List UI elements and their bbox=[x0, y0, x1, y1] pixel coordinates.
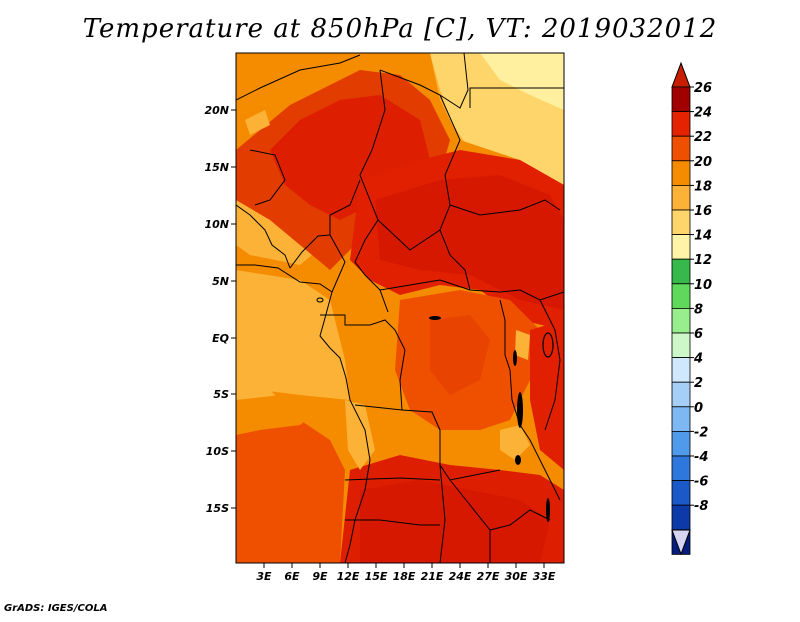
colorbar-label: -2 bbox=[694, 425, 708, 440]
colorbar-cell bbox=[671, 455, 691, 482]
lon-label-33e: 33E bbox=[533, 570, 556, 583]
colorbar-cell bbox=[671, 283, 691, 309]
lon-label-9e: 9E bbox=[312, 570, 328, 583]
temperature-field bbox=[236, 53, 564, 563]
lon-label-3e: 3E bbox=[256, 570, 272, 583]
lat-label-10s: 10S bbox=[206, 445, 229, 458]
lon-label-6e: 6E bbox=[284, 570, 300, 583]
lat-label-15n: 15N bbox=[204, 161, 229, 174]
colorbar-label: -8 bbox=[694, 499, 708, 514]
colorbar-cell bbox=[671, 480, 691, 506]
colorbar-label: 20 bbox=[694, 155, 712, 170]
country-borders bbox=[236, 53, 564, 563]
colorbar-label: -4 bbox=[694, 450, 708, 465]
colorbar-cell bbox=[671, 258, 691, 285]
lon-label-15e: 15E bbox=[365, 570, 388, 583]
colorbar-cell bbox=[671, 111, 691, 137]
colorbar-cell bbox=[671, 381, 691, 408]
colorbar-label: -6 bbox=[694, 475, 708, 490]
colorbar-cell bbox=[671, 357, 691, 383]
colorbar-cell bbox=[671, 504, 691, 531]
lon-label-18e: 18E bbox=[393, 570, 416, 583]
lat-label-20n: 20N bbox=[204, 104, 229, 117]
colorbar-label: 4 bbox=[693, 352, 703, 367]
colorbar-label: 16 bbox=[694, 204, 712, 219]
lat-label-15s: 15S bbox=[206, 502, 229, 515]
colorbar-cell bbox=[671, 135, 691, 162]
lat-label-eq: EQ bbox=[212, 332, 229, 345]
colorbar-label: 12 bbox=[694, 253, 712, 268]
colorbar-cell bbox=[671, 430, 691, 457]
lon-label-30e: 30E bbox=[505, 570, 528, 583]
colorbar-label: 26 bbox=[694, 81, 712, 96]
chart-title: Temperature at 850hPa [C], VT: 201903201… bbox=[82, 14, 718, 44]
lat-label-5n: 5N bbox=[212, 275, 229, 288]
colorbar-label: 18 bbox=[694, 179, 712, 194]
map-frame bbox=[235, 52, 565, 564]
colorbar-top-arrow bbox=[671, 61, 691, 88]
colorbar-label: 2 bbox=[694, 376, 703, 391]
colorbar-cell bbox=[671, 406, 691, 432]
lat-label-10n: 10N bbox=[204, 218, 229, 231]
colorbar-cell bbox=[671, 209, 691, 236]
lakes bbox=[316, 297, 554, 522]
lon-label-24e: 24E bbox=[449, 570, 472, 583]
colorbar-cell bbox=[671, 307, 691, 334]
colorbar-cell bbox=[671, 184, 691, 211]
colorbar-label: 22 bbox=[694, 130, 712, 145]
lon-label-21e: 21E bbox=[421, 570, 444, 583]
lon-label-12e: 12E bbox=[337, 570, 360, 583]
colorbar-cell bbox=[671, 160, 691, 186]
colorbar-label: 0 bbox=[694, 401, 703, 416]
colorbar-label: 10 bbox=[694, 278, 712, 293]
colorbar-label: 24 bbox=[694, 106, 712, 121]
colorbar-label: 6 bbox=[694, 327, 703, 342]
colorbar-bottom-arrow bbox=[671, 529, 691, 556]
colorbar-cell bbox=[671, 234, 691, 260]
colorbar-label: 14 bbox=[694, 229, 712, 244]
colorbar-label: 8 bbox=[694, 302, 703, 317]
colorbar-cell bbox=[671, 332, 691, 359]
longitude-axis: 3E 6E 9E 12E 15E 18E 21E 24E 27E 30E 33E bbox=[256, 563, 556, 583]
colorbar-cell bbox=[671, 86, 691, 113]
grads-credit: GrADS: IGES/COLA bbox=[4, 603, 108, 614]
lat-label-5s: 5S bbox=[213, 388, 229, 401]
latitude-axis: 20N 15N 10N 5N EQ 5S 10S 15S bbox=[204, 104, 236, 515]
lon-label-27e: 27E bbox=[477, 570, 500, 583]
